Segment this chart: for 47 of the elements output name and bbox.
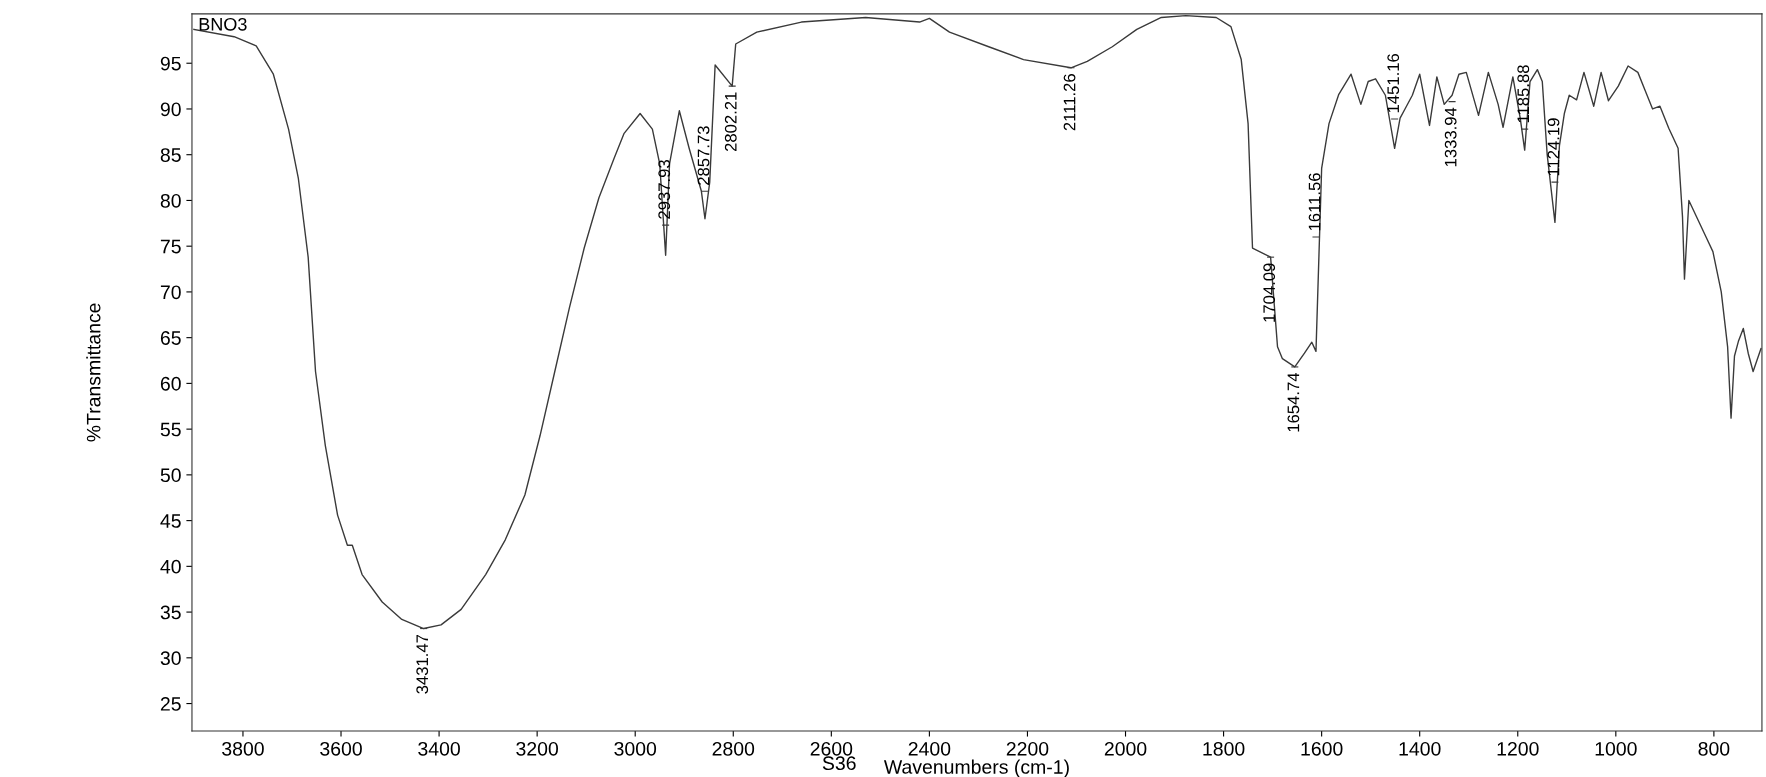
x-tick-label: 1200 [1497,741,1539,756]
annotation: 3431.47 [416,634,429,694]
x-tick-label: 3200 [516,741,559,756]
annotation: 1124.19 [1547,118,1560,176]
x-axis-title: Wavenumbers (cm-1) [883,759,1069,777]
x-tick-label: 2400 [908,741,951,756]
annotation: 2802.21 [724,92,737,152]
y-tick-label: 50 [160,468,181,483]
y-tick-label: 65 [160,331,181,345]
annotation: 2857.73 [697,126,710,185]
x-tick-label: 1000 [1595,741,1637,756]
x-tick-label: 3400 [418,741,460,756]
x-tick-label: 1600 [1301,741,1343,756]
annotation: 2937.93 [658,160,671,219]
y-tick-label: 80 [160,193,181,208]
y-axis-title: %Transmittance [86,303,101,442]
annotation: 1611.56 [1308,173,1321,231]
y-tick-label: 55 [160,422,181,437]
y-tick-label: 85 [160,148,181,162]
x-tick-label: 2200 [1006,741,1049,756]
y-tick-label: 70 [160,285,181,300]
x-tick-label: 2000 [1104,741,1147,756]
y-tick-label: 25 [160,697,181,711]
y-tick-label: 75 [160,239,181,254]
y-tick-label: 35 [160,605,181,620]
x-tick-label: 1400 [1399,741,1441,756]
annotation: 1185.88 [1517,65,1530,123]
annotation: 1654.74 [1287,372,1300,432]
x-tick-label: 2800 [712,741,755,756]
annotation: 1704.09 [1263,263,1276,322]
x-tick-label: 2600 [810,741,853,756]
y-tick-label: 30 [160,651,181,666]
y-tick-label: 95 [160,56,181,71]
x-tick-label: 1800 [1203,741,1245,756]
annotation: 1451.16 [1387,53,1400,113]
y-tick-label: 60 [160,376,181,391]
x-tick-label: 3000 [614,741,657,756]
x-tick-label: 3600 [320,741,362,756]
annotation: 2111.26 [1063,74,1076,131]
y-tick-label: 40 [160,559,181,574]
text: S36 [822,756,856,771]
x-tick-label: 800 [1698,741,1730,756]
annotation: 1333.94 [1444,107,1457,167]
y-tick-label: 90 [160,102,181,117]
annotation: BNO3 [199,17,247,31]
y-tick-label: 45 [160,514,181,528]
x-tick-label: 3800 [222,741,264,756]
